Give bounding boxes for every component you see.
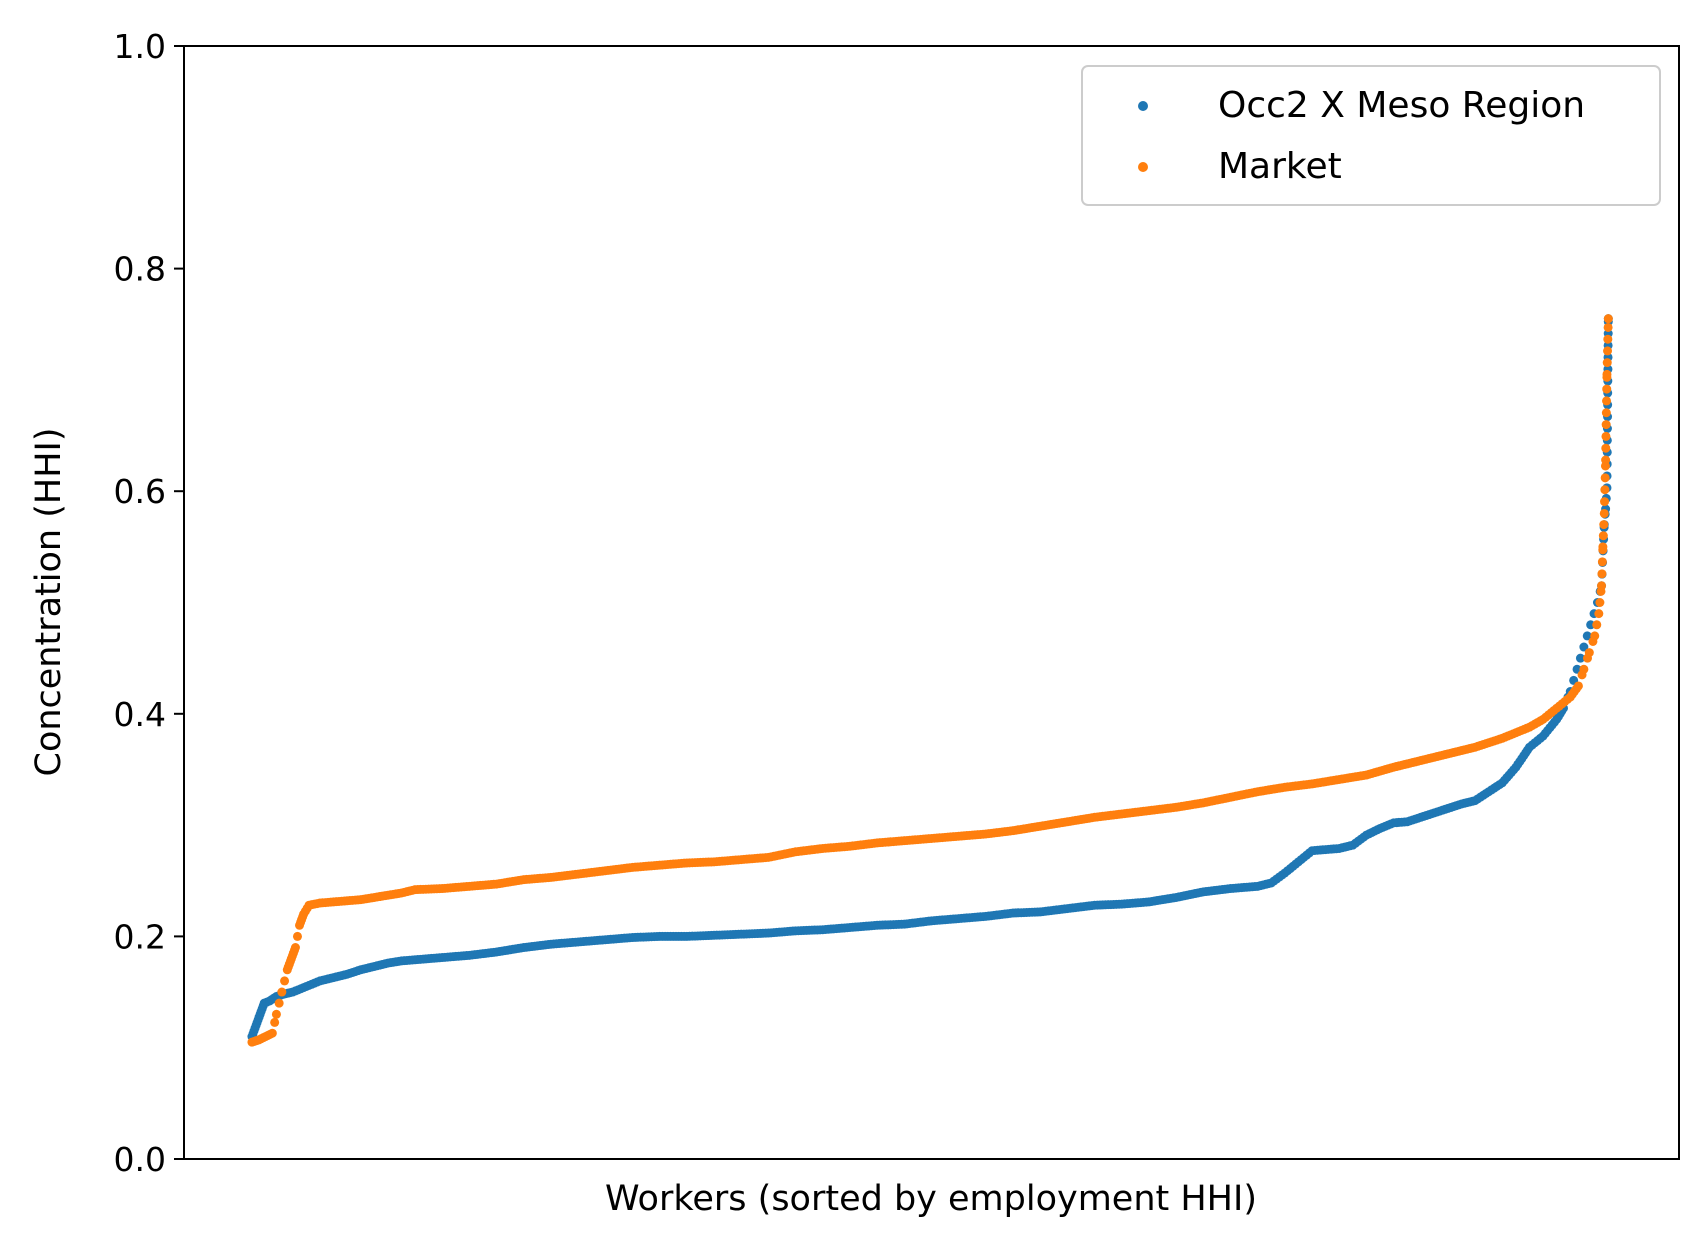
data-point-occ2-meso: [1575, 653, 1585, 663]
legend-box: [1081, 65, 1661, 206]
data-point-market: [1598, 542, 1608, 552]
legend-marker-occ2-meso: [1138, 101, 1148, 111]
legend-label-market: Market: [1218, 146, 1342, 187]
data-point-market: [1601, 455, 1611, 465]
data-point-market: [1601, 431, 1611, 441]
data-point-market: [1603, 334, 1613, 344]
data-point-market: [270, 1017, 280, 1027]
data-point-market: [1599, 508, 1609, 518]
data-point-occ2-meso: [1582, 631, 1592, 641]
data-point-market: [277, 987, 287, 997]
data-point-market: [1602, 396, 1612, 406]
data-point-market: [1598, 531, 1608, 541]
y-tick-label: 0.6: [114, 472, 166, 511]
data-point-market: [1602, 358, 1612, 368]
y-tick-label: 1.0: [114, 27, 166, 66]
legend: Occ2 X Meso Region Market: [1081, 65, 1661, 206]
data-point-market: [292, 931, 302, 941]
data-point-market: [1584, 648, 1594, 658]
data-point-market: [1600, 497, 1610, 507]
data-point-occ2-meso: [1579, 642, 1589, 652]
data-point-market: [274, 998, 284, 1008]
data-point-market: [1602, 369, 1612, 379]
data-point-market: [1597, 569, 1607, 579]
data-point-market: [1600, 473, 1610, 483]
data-point-market: [1599, 520, 1609, 530]
data-point-market: [1601, 420, 1611, 430]
data-point-market: [1573, 681, 1583, 691]
data-point-market: [1597, 557, 1607, 567]
plot-frame: [183, 45, 1680, 1160]
legend-label-occ2-meso: Occ2 X Meso Region: [1218, 85, 1585, 126]
y-tick-label: 0.0: [114, 1140, 166, 1179]
data-points: [247, 314, 1613, 1047]
data-point-market: [1592, 620, 1602, 630]
y-axis-ticks: 0.0 0.2 0.4 0.6 0.8 1.0: [114, 27, 184, 1179]
data-point-market: [1603, 322, 1613, 332]
data-point-market: [290, 943, 300, 953]
data-point-market: [1601, 443, 1611, 453]
x-axis-label: Workers (sorted by employment HHI): [605, 1179, 1257, 1219]
data-point-market: [271, 1009, 281, 1019]
data-point-market: [1590, 631, 1600, 641]
data-point-market: [1595, 598, 1605, 607]
data-point-market: [1601, 408, 1611, 418]
data-point-market: [1579, 664, 1589, 674]
data-point-market: [1597, 581, 1607, 591]
y-tick-label: 0.2: [114, 917, 166, 956]
data-point-market: [1594, 609, 1604, 619]
data-point-market: [1603, 314, 1613, 324]
y-tick-label: 0.4: [114, 695, 166, 734]
data-point-market: [267, 1028, 277, 1038]
legend-marker-market: [1138, 162, 1148, 172]
y-axis-label: Concentration (HHI): [29, 428, 69, 777]
y-tick-label: 0.8: [114, 250, 166, 289]
data-point-market: [1600, 485, 1610, 495]
data-point-market: [1602, 384, 1612, 394]
data-point-market: [1603, 346, 1613, 356]
data-point-market: [280, 976, 290, 986]
